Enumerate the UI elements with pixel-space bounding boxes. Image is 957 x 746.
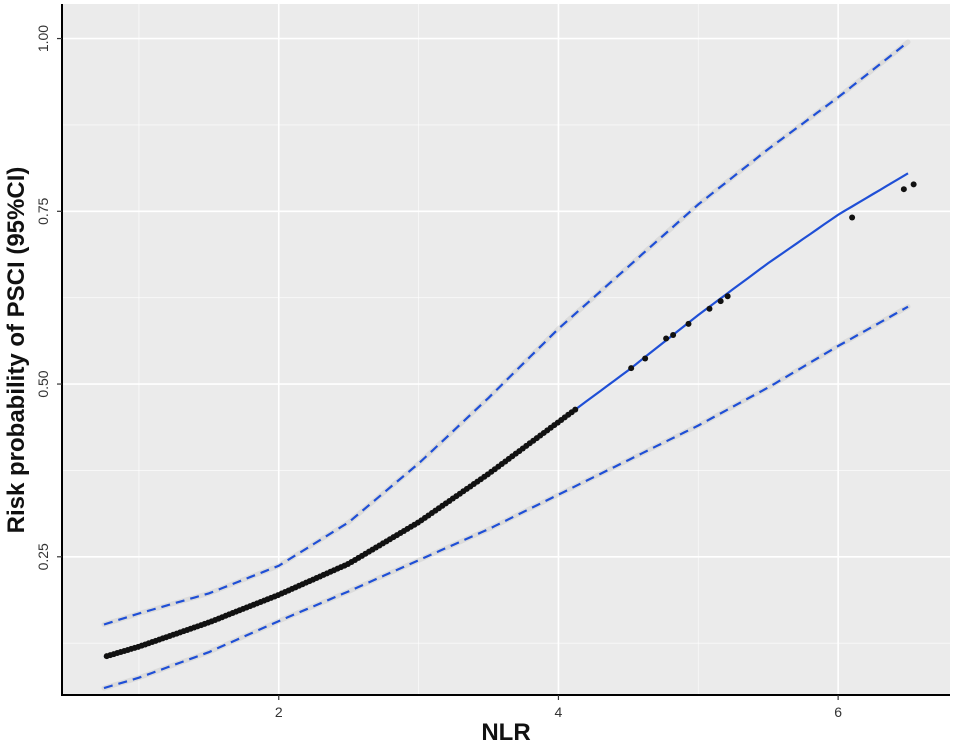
- x-axis-title: NLR: [481, 719, 530, 746]
- y-tick-label: 0.50: [35, 370, 51, 397]
- grid-lines: [62, 4, 950, 695]
- data-point: [670, 331, 677, 338]
- data-point: [572, 406, 579, 413]
- y-axis-title: Risk probability of PSCI (95%CI): [3, 167, 30, 534]
- y-tick-label: 0.75: [35, 197, 51, 224]
- x-tick-label: 2: [275, 704, 283, 720]
- axes: [61, 4, 950, 696]
- tick-labels: 2 4 6 0.25 0.50 0.75 1.00: [35, 25, 842, 720]
- data-point: [685, 320, 692, 327]
- plot-panel: [62, 4, 950, 695]
- data-point: [724, 293, 731, 300]
- data-point: [628, 365, 635, 372]
- x-tick-label: 4: [555, 704, 563, 720]
- y-tick-label: 0.25: [35, 543, 51, 570]
- data-point: [910, 181, 917, 188]
- data-point: [717, 298, 724, 305]
- y-tick-label: 1.00: [35, 25, 51, 52]
- data-point: [642, 355, 649, 362]
- upper-ci-line: [103, 41, 909, 626]
- data-point: [706, 305, 713, 312]
- data-point: [849, 214, 856, 221]
- x-tick-label: 6: [834, 704, 842, 720]
- data-point: [663, 335, 670, 342]
- points-layer: [103, 181, 917, 660]
- lower-ci-line: [103, 305, 909, 690]
- data-point: [900, 186, 907, 193]
